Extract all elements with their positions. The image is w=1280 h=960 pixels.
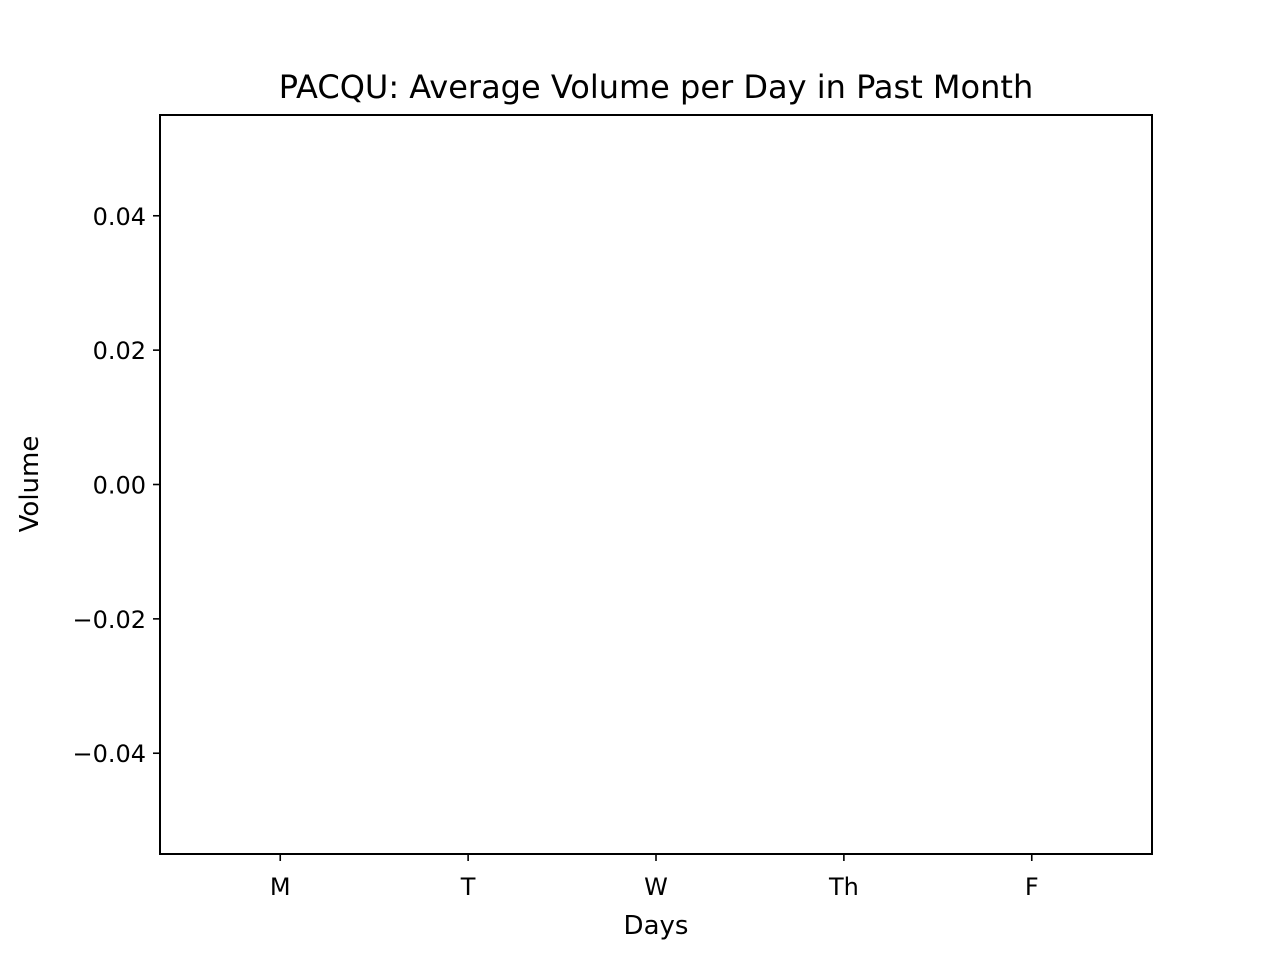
y-tick-label: 0.00 — [93, 472, 146, 500]
x-tick-label: M — [270, 873, 291, 901]
chart-title: PACQU: Average Volume per Day in Past Mo… — [279, 68, 1033, 106]
x-tick-label: W — [644, 873, 668, 901]
y-tick-label: 0.04 — [93, 203, 146, 231]
x-axis: M T W Th F — [270, 854, 1039, 901]
x-axis-label: Days — [624, 911, 689, 941]
y-axis-label: Volume — [15, 436, 45, 533]
x-tick-label: T — [460, 873, 476, 901]
y-tick-label: −0.02 — [72, 606, 146, 634]
y-tick-label: −0.04 — [72, 740, 146, 768]
y-tick-label: 0.02 — [93, 337, 146, 365]
y-axis: 0.04 0.02 0.00 −0.02 −0.04 — [72, 203, 160, 768]
x-tick-label: Th — [828, 873, 859, 901]
x-tick-label: F — [1025, 873, 1039, 901]
